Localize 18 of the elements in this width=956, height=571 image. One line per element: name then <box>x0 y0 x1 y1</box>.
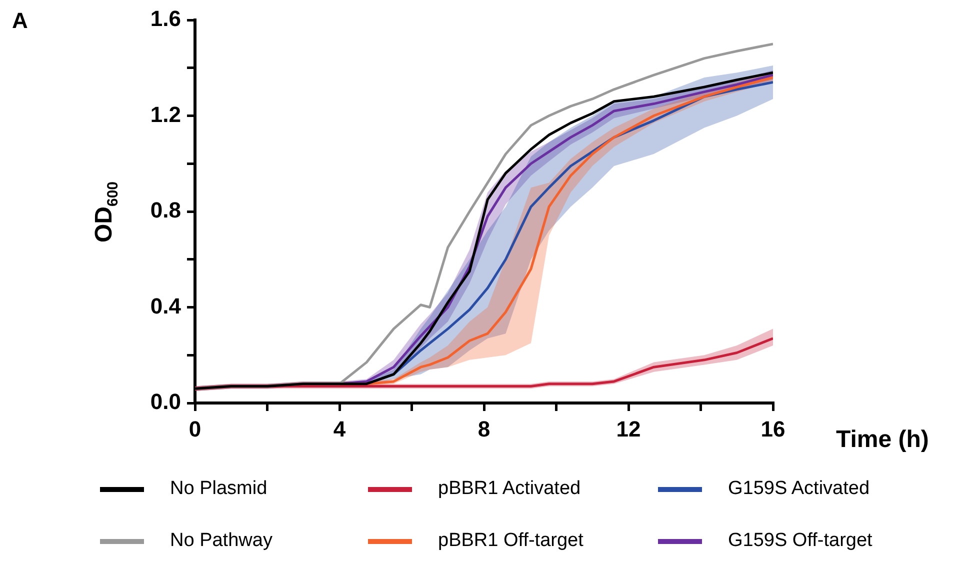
legend-label: pBBR1 Activated <box>438 478 581 500</box>
x-tick-label: 8 <box>478 416 490 442</box>
x-axis-title: Time (h) <box>836 426 929 454</box>
legend-label: pBBR1 Off-target <box>438 530 584 552</box>
y-tick-label: 1.6 <box>150 6 181 32</box>
legend-label: G159S Activated <box>728 478 870 500</box>
y-tick-label: 1.2 <box>150 102 181 127</box>
legend-label: No Pathway <box>170 530 272 552</box>
y-tick-label: 0.8 <box>150 198 181 223</box>
legend-label: No Plasmid <box>170 478 268 500</box>
y-tick-label: 0.4 <box>150 293 182 318</box>
x-tick-label: 16 <box>760 416 786 442</box>
y-tick-label: 0.0 <box>150 389 181 414</box>
x-tick-label: 0 <box>188 416 202 442</box>
legend-label: G159S Off-target <box>728 530 872 552</box>
text: A <box>12 8 28 34</box>
x-tick-label: 12 <box>616 416 641 442</box>
x-tick-label: 4 <box>333 416 346 442</box>
